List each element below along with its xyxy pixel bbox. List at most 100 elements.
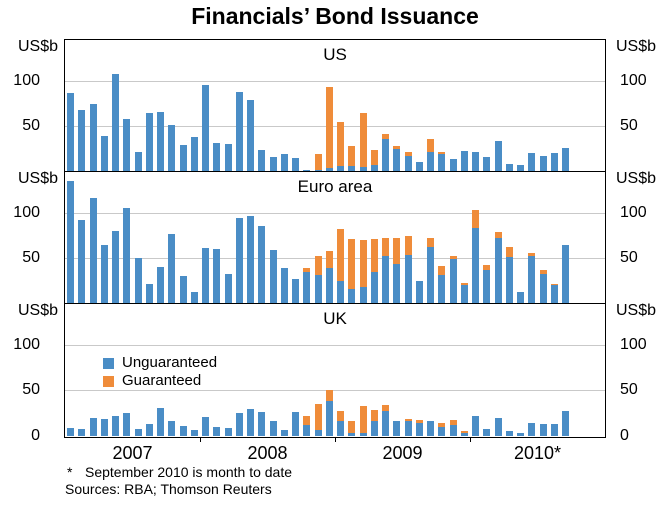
bar-unguaranteed <box>157 266 165 304</box>
bar-unguaranteed <box>404 155 412 172</box>
bar-guaranteed <box>404 418 412 422</box>
y-tick-label-left: 100 <box>13 71 40 89</box>
bar-unguaranteed <box>190 429 198 436</box>
footnote-text: September 2010 is month to date <box>85 464 293 480</box>
bar-unguaranteed <box>112 73 120 172</box>
bar-unguaranteed <box>303 425 311 436</box>
bar-unguaranteed <box>472 227 480 304</box>
bar-unguaranteed <box>314 429 322 436</box>
gridline-100 <box>65 344 605 346</box>
bar-unguaranteed <box>550 284 558 304</box>
bar-unguaranteed <box>427 151 435 172</box>
bar-guaranteed <box>460 430 468 434</box>
bar-guaranteed <box>393 238 401 264</box>
bar-unguaranteed <box>292 412 300 436</box>
bar-unguaranteed <box>382 139 390 172</box>
bar-unguaranteed <box>438 153 446 172</box>
y-tick-label-left: 50 <box>22 381 40 399</box>
bar-unguaranteed <box>460 284 468 304</box>
unguaranteed-swatch-icon <box>103 357 114 369</box>
x-axis-year-label: 2008 <box>247 443 288 463</box>
bar-unguaranteed <box>67 181 75 304</box>
bar-unguaranteed <box>100 135 108 172</box>
bar-unguaranteed <box>449 259 457 304</box>
guaranteed-swatch-icon <box>103 375 114 387</box>
y-axis-unit-right: US$b <box>616 38 657 55</box>
bar-unguaranteed <box>202 416 210 436</box>
x-axis-year-label: 2009 <box>382 443 423 463</box>
bar-guaranteed <box>505 246 513 257</box>
bar-unguaranteed <box>292 278 300 304</box>
bar-unguaranteed <box>123 119 131 172</box>
bar-unguaranteed <box>370 164 378 172</box>
bar-unguaranteed <box>213 249 221 304</box>
x-axis-year-tick <box>200 437 201 442</box>
bar-unguaranteed <box>370 272 378 304</box>
bar-guaranteed <box>314 404 322 430</box>
bar-unguaranteed <box>67 427 75 436</box>
bar-unguaranteed <box>179 144 187 172</box>
bar-unguaranteed <box>168 421 176 436</box>
bar-unguaranteed <box>213 426 221 436</box>
bar-guaranteed <box>427 238 435 247</box>
bar-unguaranteed <box>89 417 97 436</box>
panel-divider <box>65 171 605 172</box>
bar-unguaranteed <box>460 151 468 172</box>
bar-unguaranteed <box>550 424 558 436</box>
bar-guaranteed <box>348 145 356 166</box>
y-tick-label-right: 50 <box>620 249 638 267</box>
bar-unguaranteed <box>337 165 345 172</box>
y-tick-label-right: 100 <box>620 203 647 221</box>
bar-unguaranteed <box>348 433 356 436</box>
bar-unguaranteed <box>562 148 570 172</box>
gridline-50 <box>65 126 605 128</box>
bar-unguaranteed <box>258 225 266 304</box>
y-axis-unit-left: US$b <box>17 170 58 187</box>
bar-unguaranteed <box>202 248 210 304</box>
x-axis-year-label: 2010* <box>513 443 562 463</box>
panel-uk: UK <box>65 304 605 436</box>
bar-unguaranteed <box>528 255 536 304</box>
sources-line: Sources: RBA; Thomson Reuters <box>65 481 272 497</box>
bar-guaranteed <box>494 232 502 239</box>
bar-unguaranteed <box>224 143 232 172</box>
bar-guaranteed <box>427 139 435 152</box>
bar-unguaranteed <box>359 166 367 172</box>
bar-unguaranteed <box>404 421 412 436</box>
bar-guaranteed <box>337 121 345 166</box>
bar-unguaranteed <box>449 159 457 172</box>
bar-unguaranteed <box>404 254 412 304</box>
bar-unguaranteed <box>472 415 480 436</box>
bar-unguaranteed <box>415 162 423 172</box>
x-axis-year-label: 2007 <box>112 443 153 463</box>
bar-unguaranteed <box>393 420 401 436</box>
panel-euro-area: Euro area <box>65 172 605 304</box>
bar-unguaranteed <box>78 110 86 172</box>
bar-unguaranteed <box>67 92 75 172</box>
bar-unguaranteed <box>190 137 198 172</box>
bar-unguaranteed <box>359 433 367 436</box>
y-axis-unit-right: US$b <box>616 170 657 187</box>
gridline-50 <box>65 390 605 392</box>
bar-unguaranteed <box>528 152 536 172</box>
bar-guaranteed <box>348 421 356 434</box>
bar-unguaranteed <box>325 267 333 304</box>
legend-label-unguaranteed: Unguaranteed <box>122 354 218 371</box>
bar-unguaranteed <box>224 427 232 436</box>
x-axis-year-tick <box>470 437 471 442</box>
bar-guaranteed <box>337 229 345 282</box>
y-tick-label-right: 0 <box>620 427 629 444</box>
footnote: * September 2010 is month to date <box>67 464 292 480</box>
bar-unguaranteed <box>483 157 491 172</box>
bar-unguaranteed <box>539 273 547 304</box>
bar-unguaranteed <box>190 292 198 304</box>
bar-unguaranteed <box>494 238 502 304</box>
bar-unguaranteed <box>494 417 502 436</box>
y-tick-label-left: 0 <box>31 427 40 444</box>
panel-title-euro-area: Euro area <box>297 177 373 196</box>
bar-unguaranteed <box>100 418 108 436</box>
bar-unguaranteed <box>247 215 255 304</box>
bar-guaranteed <box>303 415 311 426</box>
bar-unguaranteed <box>247 408 255 436</box>
